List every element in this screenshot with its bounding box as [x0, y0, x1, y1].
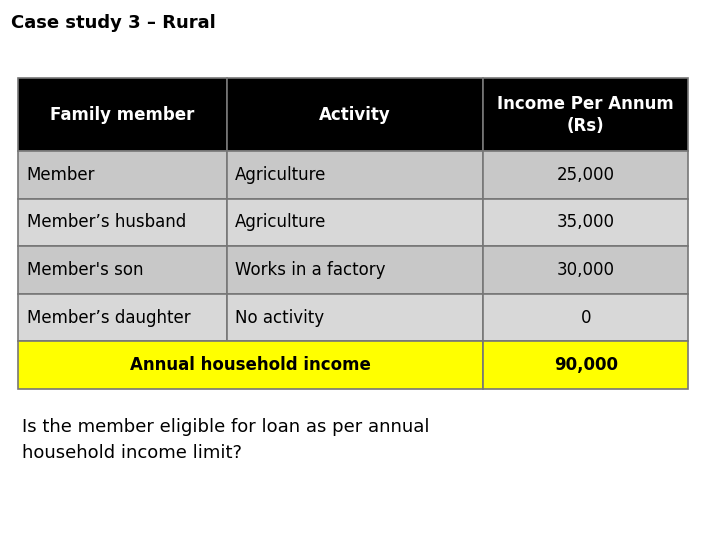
Bar [227, 78, 483, 151]
Bar [227, 294, 483, 341]
Text: No activity: No activity [235, 308, 325, 327]
Bar [483, 78, 688, 151]
Text: Agriculture: Agriculture [235, 166, 327, 184]
Text: 90,000: 90,000 [554, 356, 618, 374]
Bar [227, 151, 483, 199]
Text: 0: 0 [580, 308, 591, 327]
Bar [483, 199, 688, 246]
Text: Member’s daughter: Member’s daughter [27, 308, 190, 327]
Text: 35,000: 35,000 [557, 213, 615, 232]
Text: Income Per Annum
(Rs): Income Per Annum (Rs) [498, 94, 674, 135]
Text: Family member: Family member [50, 106, 194, 124]
Text: Agriculture: Agriculture [235, 213, 327, 232]
Bar [18, 78, 227, 151]
Text: Member’s husband: Member’s husband [27, 213, 186, 232]
Bar [227, 199, 483, 246]
Bar [483, 151, 688, 199]
Text: Works in a factory: Works in a factory [235, 261, 386, 279]
Text: Is the member eligible for loan as per annual
household income limit?: Is the member eligible for loan as per a… [22, 418, 429, 462]
Text: Annual household income: Annual household income [130, 356, 371, 374]
Text: 25,000: 25,000 [557, 166, 615, 184]
Bar [18, 199, 227, 246]
Bar [18, 246, 227, 294]
Text: 30,000: 30,000 [557, 261, 615, 279]
Bar [483, 294, 688, 341]
Text: Member: Member [27, 166, 95, 184]
Bar [18, 151, 227, 199]
Text: Case study 3 – Rural: Case study 3 – Rural [11, 14, 215, 31]
Bar [227, 246, 483, 294]
Bar [483, 341, 688, 389]
Bar [18, 294, 227, 341]
Bar [18, 341, 483, 389]
Bar [483, 246, 688, 294]
Text: Member's son: Member's son [27, 261, 143, 279]
Text: Activity: Activity [319, 106, 391, 124]
